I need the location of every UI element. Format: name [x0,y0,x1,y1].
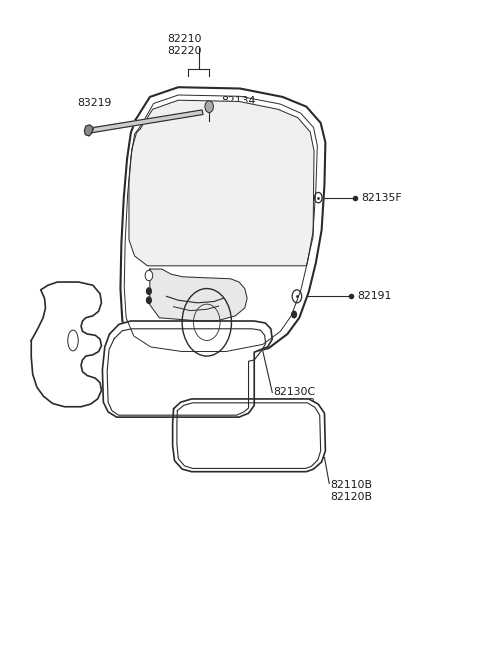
Text: 82210
82220: 82210 82220 [167,34,201,56]
Text: 82391
82392: 82391 82392 [31,356,66,377]
Circle shape [292,311,297,318]
Circle shape [146,297,151,303]
Polygon shape [31,282,101,407]
Polygon shape [102,321,272,417]
Text: 83219: 83219 [78,98,112,109]
Text: 82110B
82120B: 82110B 82120B [330,480,372,502]
Polygon shape [120,87,325,357]
Text: 82134: 82134 [221,96,255,107]
Text: 82135F: 82135F [361,193,402,202]
Polygon shape [84,125,93,136]
Circle shape [146,288,151,294]
Polygon shape [173,399,325,472]
Polygon shape [129,100,314,266]
Circle shape [205,101,214,113]
Polygon shape [92,110,203,133]
Text: 82191: 82191 [358,291,392,301]
Text: 82130C
82140B: 82130C 82140B [273,387,315,409]
Circle shape [145,271,153,281]
Polygon shape [150,269,247,321]
